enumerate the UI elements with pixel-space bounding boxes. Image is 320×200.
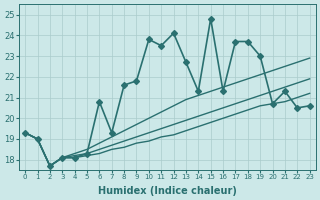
X-axis label: Humidex (Indice chaleur): Humidex (Indice chaleur) — [98, 186, 237, 196]
